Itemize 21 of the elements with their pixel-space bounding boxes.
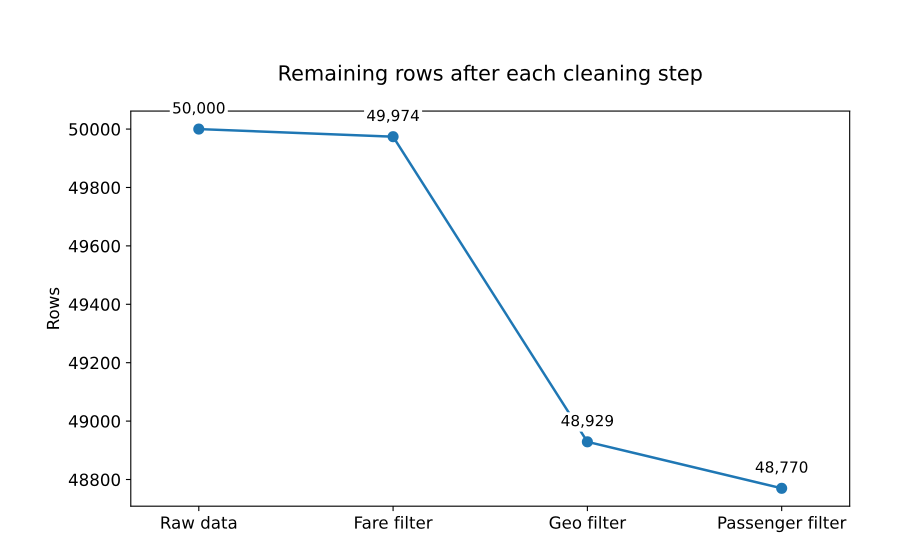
y-axis-title: Rows bbox=[46, 288, 60, 329]
data-label: 48,770 bbox=[756, 461, 808, 474]
point bbox=[193, 124, 204, 135]
data-label: 49,974 bbox=[367, 110, 419, 123]
y-tick-label: 49200 bbox=[68, 356, 120, 370]
point bbox=[388, 131, 399, 142]
data-label: 48,929 bbox=[561, 414, 614, 428]
point bbox=[776, 482, 788, 494]
y-tick-label: 49800 bbox=[68, 181, 120, 194]
y-tick-label: 48800 bbox=[68, 473, 120, 486]
y-tick-label: 49000 bbox=[68, 415, 120, 428]
data-label: 50,000 bbox=[173, 102, 225, 116]
y-tick-label: 49400 bbox=[68, 298, 120, 311]
chart-title: Remaining rows after each cleaning step bbox=[280, 64, 702, 85]
x-tick-label: Raw data bbox=[161, 516, 236, 529]
x-tick-label: Geo filter bbox=[550, 516, 626, 529]
x-tick-label: Fare filter bbox=[355, 516, 433, 529]
y-tick-label: 50000 bbox=[69, 123, 120, 136]
point bbox=[582, 436, 593, 448]
x-tick-label: Passenger filter bbox=[718, 516, 846, 532]
y-tick-label: 49600 bbox=[68, 240, 120, 252]
